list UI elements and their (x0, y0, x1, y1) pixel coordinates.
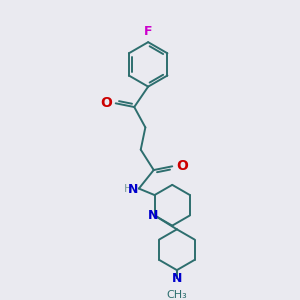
Text: H: H (124, 184, 132, 194)
Text: F: F (144, 26, 152, 38)
Text: CH₃: CH₃ (167, 290, 187, 300)
Text: N: N (128, 183, 138, 196)
Text: O: O (100, 96, 112, 110)
Text: N: N (172, 272, 182, 285)
Text: O: O (176, 159, 188, 173)
Text: N: N (148, 209, 158, 222)
